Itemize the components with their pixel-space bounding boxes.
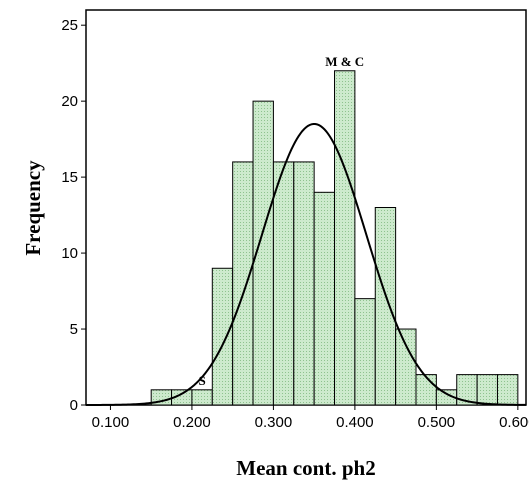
histogram-bar-7 bbox=[272, 161, 295, 406]
histogram-bar-18 bbox=[496, 374, 519, 406]
x-tick-label-1: 0.100 bbox=[92, 414, 130, 431]
histogram-bar-14 bbox=[415, 374, 437, 406]
x-tick-label-3: 0.300 bbox=[255, 414, 293, 431]
x-axis-title: Mean cont. ph2 bbox=[236, 456, 375, 480]
y-tick-label-1: 0 bbox=[70, 397, 78, 414]
histogram-bar-11 bbox=[354, 298, 376, 406]
x-tick-label-6: 0.600 bbox=[499, 414, 529, 431]
histogram-bar-10 bbox=[334, 70, 356, 406]
histogram-bar-3 bbox=[191, 389, 213, 406]
y-axis-title: Frequency bbox=[21, 160, 45, 256]
histogram-bar-17 bbox=[476, 374, 498, 406]
y-tick-label-4: 15 bbox=[61, 169, 78, 186]
histogram-bar-13 bbox=[395, 328, 417, 406]
x-axis: 0.100 0.200 0.300 0.400 0.500 0.600 bbox=[92, 405, 529, 431]
histogram-bar-12 bbox=[374, 207, 397, 406]
histogram-bars bbox=[150, 70, 519, 406]
y-axis: 0 5 10 15 20 25 bbox=[61, 17, 86, 414]
y-tick-label-5: 20 bbox=[61, 93, 78, 110]
histogram-bar-4 bbox=[211, 267, 234, 406]
histogram-bar-8 bbox=[293, 161, 315, 406]
histogram-bar-9 bbox=[313, 191, 336, 406]
histogram-bar-5 bbox=[232, 161, 254, 406]
x-tick-label-4: 0.400 bbox=[336, 414, 374, 431]
annotation-1: S bbox=[198, 373, 205, 388]
normal-curve bbox=[86, 122, 527, 406]
annotations: S M & C bbox=[198, 54, 364, 388]
x-tick-label-5: 0.500 bbox=[418, 414, 456, 431]
y-tick-label-6: 25 bbox=[61, 17, 78, 34]
annotation-2: M & C bbox=[325, 54, 364, 69]
y-tick-label-2: 5 bbox=[70, 321, 78, 338]
x-tick-label-2: 0.200 bbox=[173, 414, 211, 431]
y-tick-label-3: 10 bbox=[61, 245, 78, 262]
